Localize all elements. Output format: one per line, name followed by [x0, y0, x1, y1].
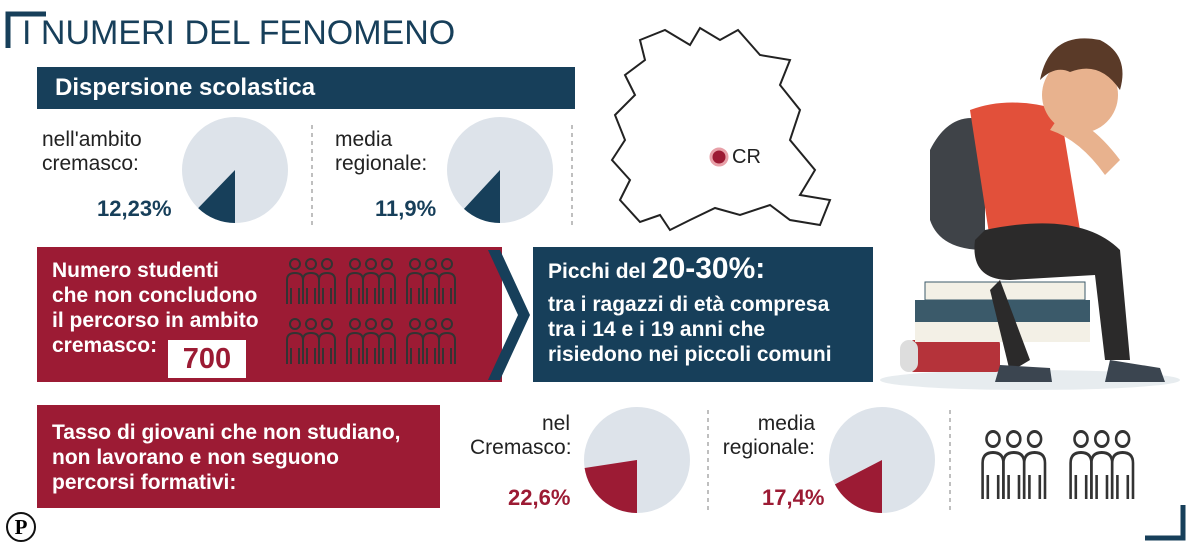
pie-value: 12,23%: [97, 196, 172, 221]
text-line: Cremasco:: [470, 436, 572, 459]
pie-label: media regionale:: [715, 412, 815, 460]
text-line: nell'ambito: [42, 128, 142, 151]
text-line: media: [335, 128, 393, 151]
text-line: percorsi formativi:: [52, 471, 237, 494]
title: I NUMERI DEL FENOMENO: [22, 14, 456, 52]
section-heading: Dispersione scolastica: [55, 74, 316, 101]
text-line: cremasco:: [42, 152, 139, 175]
peaks-lead-text: Picchi del: [548, 260, 647, 283]
pie-slice: [463, 170, 500, 223]
text-line: nel: [541, 412, 570, 435]
map-marker: [709, 147, 729, 167]
pie-value: 11,9%: [375, 196, 437, 221]
text-line: risiedono nei piccoli comuni: [548, 343, 832, 366]
corner: [1145, 505, 1186, 541]
pie-slice: [198, 170, 235, 223]
neet-box: [37, 405, 440, 508]
count-box: [168, 340, 246, 378]
text-line: Tasso di giovani che non studiano,: [52, 421, 401, 444]
peaks-highlight: 20-30%:: [651, 252, 766, 285]
text-line: regionale:: [335, 152, 428, 175]
pie-value: 22,6%: [508, 485, 571, 510]
peaks-text: tra i ragazzi di età compresa tra i 14 e …: [548, 292, 832, 367]
text-line: tra i 14 e i 19 anni che: [548, 318, 766, 341]
students-text: Numero studenti che non concludono il perc…: [52, 258, 259, 358]
heading-box: [37, 67, 575, 109]
text-line: che non concludono: [52, 284, 258, 307]
text-line: media: [757, 412, 815, 435]
pie-value: 17,4%: [762, 485, 825, 510]
pie-slice: [834, 460, 882, 513]
text-line: non lavorano e non seguono: [52, 446, 340, 469]
arrow: [488, 250, 530, 380]
peaks-box: [533, 247, 873, 382]
text-line: regionale:: [722, 436, 815, 459]
text-line: tra i ragazzi di età compresa: [548, 293, 830, 316]
pie-label: media regionale:: [335, 128, 427, 176]
pie-label: nel Cremasco:: [470, 412, 572, 460]
map: [610, 26, 832, 232]
pie-label: nell'ambito cremasco:: [42, 128, 142, 176]
pie-slice: [584, 460, 637, 513]
peaks-lead: Picchi del 20-30%:: [548, 254, 765, 284]
map-label: CR: [732, 146, 761, 168]
illustration: [880, 38, 1180, 390]
text-line: il percorso in ambito: [52, 309, 259, 332]
students-box: [37, 247, 502, 382]
students-count: 700: [182, 343, 232, 375]
corner: [5, 11, 46, 48]
neet-text: Tasso di giovani che non studiano, non la…: [52, 420, 400, 495]
logo: P: [6, 512, 36, 542]
text-line: cremasco:: [52, 334, 158, 357]
text-line: Numero studenti: [52, 259, 219, 282]
